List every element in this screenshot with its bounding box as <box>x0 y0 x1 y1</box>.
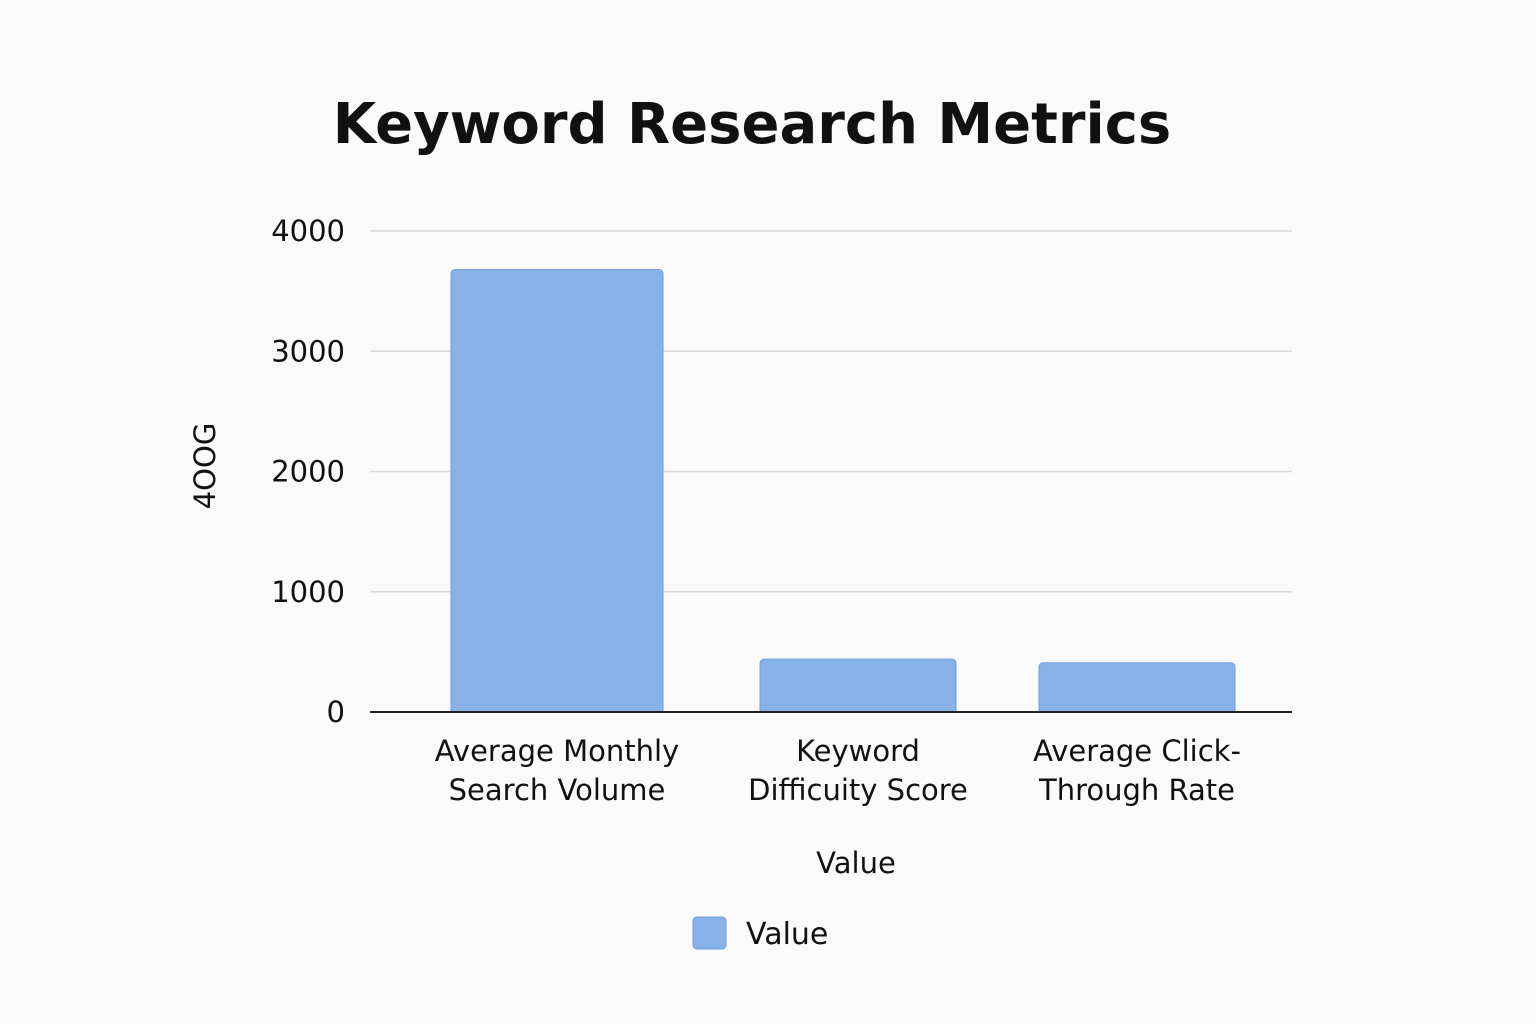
bar-1 <box>759 658 957 713</box>
x-category-label: Average Monthly Search Volume <box>435 734 679 807</box>
legend: Value <box>692 916 828 952</box>
legend-swatch <box>692 916 727 950</box>
y-axis-label: 4OOG <box>188 423 222 510</box>
y-tick-label: 2000 <box>271 455 345 489</box>
chart-title: Keyword Research Metrics <box>333 92 1172 157</box>
bar-2 <box>1038 662 1236 713</box>
x-category-label: Keyword Difficuity Score <box>748 734 968 807</box>
y-tick-label: 1000 <box>271 575 345 609</box>
legend-label: Value <box>746 917 828 952</box>
bars <box>450 268 1236 713</box>
bar-0 <box>450 268 664 713</box>
x-axis-categories: Average Monthly Search Volume Keyword Diffi… <box>435 734 1241 807</box>
x-axis-label: Value <box>816 846 896 880</box>
y-tick-label: 4000 <box>271 214 345 248</box>
x-category-label: Average Click-Through Rate <box>1033 734 1241 807</box>
y-tick-label: 3000 <box>271 334 345 368</box>
y-axis-ticks: 0 1000 2000 3000 4000 <box>271 214 345 729</box>
y-tick-label: 0 <box>327 695 345 729</box>
